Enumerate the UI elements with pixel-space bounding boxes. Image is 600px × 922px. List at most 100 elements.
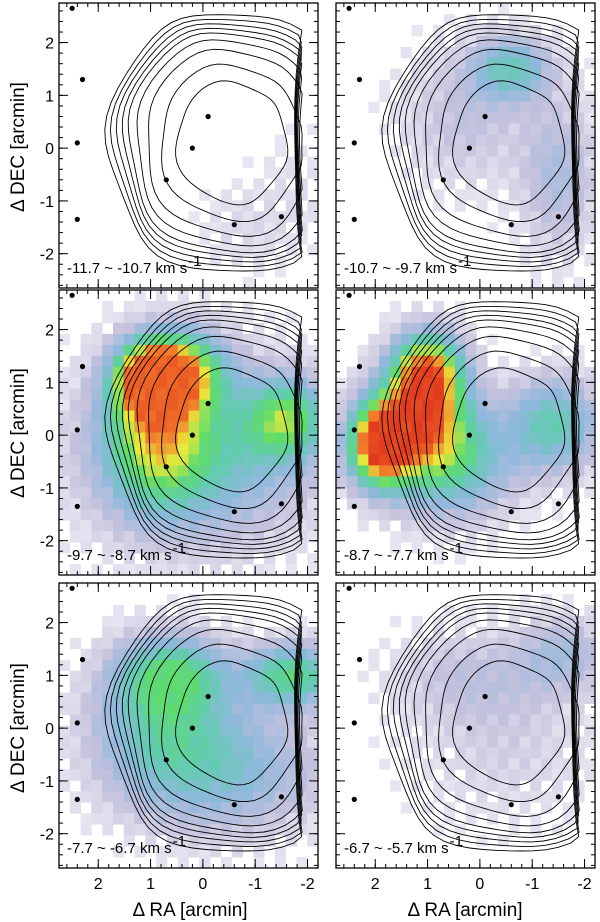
heatmap-cell (220, 791, 233, 803)
heatmap-cell (177, 626, 189, 639)
heatmap-cell (573, 211, 585, 223)
heatmap-cell (422, 498, 434, 510)
heatmap-cell (530, 498, 542, 510)
heatmap-cell (156, 322, 168, 335)
heatmap-cell (357, 399, 369, 411)
heatmap-cell (145, 454, 157, 466)
heatmap-cell (336, 377, 348, 390)
y-tick-label: -1 (40, 481, 54, 498)
heatmap-cell (102, 824, 114, 836)
heatmap-cell (253, 432, 265, 444)
heatmap-cell (231, 244, 243, 256)
star-marker (205, 693, 211, 700)
heatmap-cell (508, 79, 520, 92)
heatmap-cell (220, 498, 233, 510)
heatmap-cell (573, 277, 585, 289)
heatmap-cell (368, 377, 380, 390)
heatmap-cell (264, 244, 276, 256)
heatmap-cell (357, 377, 369, 390)
heatmap-cell (156, 399, 168, 411)
heatmap-cell (80, 791, 92, 803)
heatmap-cell (530, 277, 542, 289)
heatmap-cell (242, 277, 254, 289)
heatmap-cell (487, 35, 499, 48)
heatmap-cell (220, 487, 233, 499)
heatmap-cell (551, 277, 564, 289)
heatmap-cell (411, 377, 423, 390)
heatmap-cell (346, 377, 358, 390)
heatmap-cell (562, 802, 574, 814)
heatmap-cell (530, 178, 542, 190)
heatmap-cell (102, 692, 114, 704)
heatmap-cell (177, 824, 189, 836)
heatmap-cell (112, 454, 125, 466)
heatmap-cell (91, 681, 103, 694)
contour-line (398, 607, 580, 838)
heatmap-cell (145, 670, 157, 683)
heatmap-cell (433, 454, 445, 466)
heatmap-cell (156, 421, 168, 433)
heatmap-cell (379, 509, 391, 521)
heatmap-cell (177, 388, 189, 401)
heatmap-cell (134, 681, 146, 694)
heatmap-cell (562, 355, 574, 368)
heatmap-cell (465, 13, 477, 26)
heatmap-cell (562, 736, 574, 748)
heatmap-cell (411, 692, 423, 704)
heatmap-cell (487, 134, 499, 146)
heatmap-cell (530, 123, 542, 135)
heatmap-cell (264, 344, 276, 357)
heatmap-cell (177, 520, 189, 532)
heatmap-cell (112, 366, 125, 379)
heatmap-cell (264, 200, 276, 212)
heatmap-cell (264, 410, 276, 422)
heatmap-cell (285, 813, 297, 825)
star-marker (163, 757, 169, 763)
heatmap-cell (573, 659, 585, 672)
heatmap-cell (134, 290, 146, 302)
heatmap-cell (307, 736, 319, 748)
heatmap-cell (346, 421, 358, 433)
heatmap-cell (573, 156, 585, 168)
heatmap-cell (508, 200, 520, 212)
heatmap-cell (188, 553, 200, 565)
heatmap-cell (274, 487, 287, 499)
heatmap-cell (188, 366, 200, 379)
heatmap-cell (123, 333, 135, 346)
velocity-unit-exponent: -1 (458, 253, 471, 270)
heatmap-cell (519, 791, 531, 803)
heatmap-cell (274, 222, 287, 234)
heatmap-cell (220, 692, 233, 704)
heatmap-cell (541, 648, 553, 661)
heatmap-cell (508, 189, 520, 201)
heatmap-cell (199, 769, 211, 781)
heatmap-cell (253, 454, 265, 466)
heatmap-cell (487, 542, 499, 554)
heatmap-cell (156, 659, 168, 672)
contour-line (381, 14, 580, 272)
heatmap-cell (134, 344, 146, 357)
heatmap-cell (242, 432, 254, 444)
heatmap-cell (497, 200, 510, 212)
heatmap-cell (411, 344, 423, 357)
heatmap-cell (102, 659, 114, 672)
heatmap-cell (112, 769, 125, 781)
heatmap-cell (519, 659, 531, 672)
heatmap-cell (508, 791, 520, 803)
heatmap-cell (253, 189, 265, 201)
heatmap-cell (112, 692, 125, 704)
heatmap-cell (433, 377, 445, 390)
heatmap-cell (508, 156, 520, 168)
heatmap-cell (123, 410, 135, 422)
heatmap-cell (497, 145, 510, 157)
heatmap-cell (551, 344, 564, 357)
heatmap-cell (389, 388, 402, 401)
heatmap-cell (210, 465, 222, 477)
heatmap-cell (379, 758, 391, 770)
heatmap-cell (584, 200, 596, 212)
heatmap-cell (497, 79, 510, 92)
heatmap-cell (562, 703, 574, 715)
heatmap-cell (541, 123, 553, 135)
heatmap-cell (231, 211, 243, 223)
heatmap-cell (69, 637, 81, 650)
